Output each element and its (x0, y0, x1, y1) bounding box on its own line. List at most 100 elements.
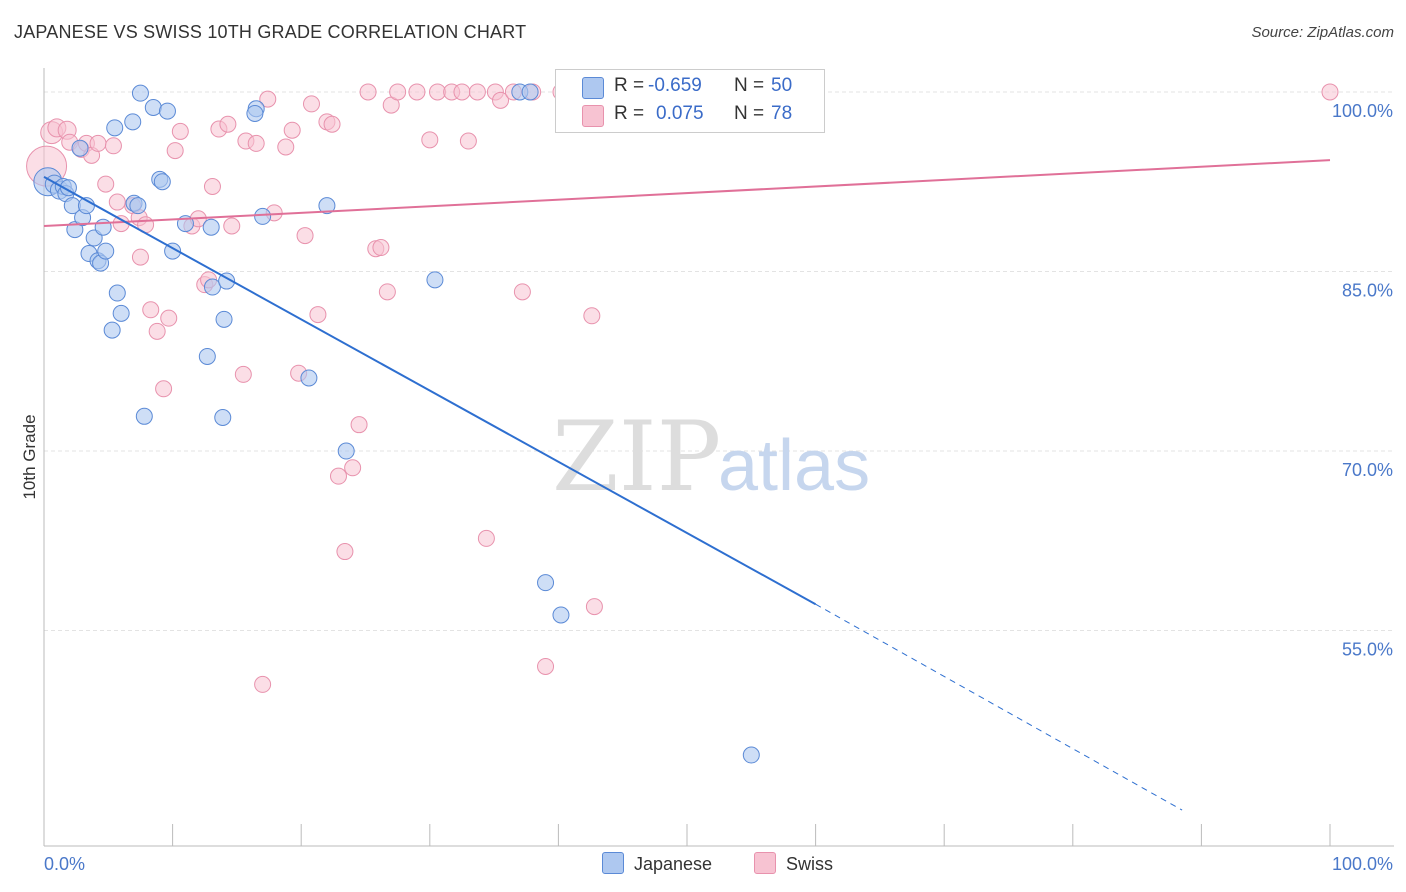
japanese-legend-label: Japanese (634, 854, 713, 874)
swiss-point (429, 83, 447, 101)
legend-r-value-japanese: -0.659 (648, 75, 702, 96)
watermark: ZIP atlas (552, 401, 870, 513)
swiss-point (160, 309, 178, 327)
japanese-point (124, 113, 142, 131)
japanese-point (742, 746, 760, 764)
swiss-point (166, 142, 184, 160)
swiss-point (148, 322, 166, 340)
japanese-point (108, 284, 126, 302)
swiss-point (104, 137, 122, 155)
legend-row-japanese: R = -0.659 N = 50 (556, 73, 824, 101)
swiss-legend-swatch (754, 852, 776, 874)
swiss-point (389, 83, 407, 101)
swiss-point (329, 467, 347, 485)
japanese-point (521, 83, 539, 101)
japanese-point (202, 218, 220, 236)
japanese-point (215, 310, 233, 328)
japanese-point (129, 197, 147, 215)
bottom-legend-swiss: Swiss (754, 852, 833, 875)
axis-layer (43, 68, 1394, 847)
legend-n-label: N = (734, 103, 765, 124)
watermark-zip: ZIP (552, 401, 721, 513)
swiss-point (277, 138, 295, 156)
japanese-point (218, 272, 236, 290)
swiss-point (459, 132, 477, 150)
swiss-point (583, 307, 601, 325)
swiss-point (359, 83, 377, 101)
swiss-series (26, 83, 1339, 693)
japanese-point (135, 407, 153, 425)
swiss-point (453, 83, 471, 101)
japanese-series (33, 83, 760, 764)
x-tick-label-min: 0.0% (44, 854, 85, 874)
japanese-point (426, 271, 444, 289)
legend-n-label: N = (734, 75, 765, 96)
swiss-point (259, 90, 277, 108)
swiss-point (283, 121, 301, 139)
legend-n-value-japanese: 50 (771, 75, 793, 96)
japanese-point (552, 606, 570, 624)
japanese-point (214, 409, 232, 427)
y-tick-label: 100.0% (1332, 101, 1393, 121)
x-tick-label-max: 100.0% (1332, 854, 1393, 874)
legend-r-label: R = (614, 103, 645, 124)
swiss-point (89, 134, 107, 152)
japanese-point (71, 139, 89, 157)
swiss-legend-label: Swiss (786, 854, 834, 874)
japanese-point (337, 442, 355, 460)
swiss-point (513, 283, 531, 301)
swiss-point (203, 177, 221, 195)
tick-labels: 100.0% 85.0% 70.0% 55.0% 0.0% 100.0% (44, 101, 1393, 874)
japanese-point (254, 207, 272, 225)
swiss-point (131, 248, 149, 266)
swiss-point (344, 459, 362, 477)
japanese-point (203, 278, 221, 296)
swiss-point (492, 91, 510, 109)
swiss-point (219, 115, 237, 133)
y-axis-label: 10th Grade (20, 414, 39, 499)
legend-r-value-swiss: 0.075 (656, 103, 704, 124)
swiss-point (155, 380, 173, 398)
japanese-point (300, 369, 318, 387)
watermark-atlas: atlas (718, 426, 870, 506)
y-tick-label: 85.0% (1342, 280, 1393, 300)
legend-r-label: R = (614, 75, 645, 96)
swiss-point (477, 529, 495, 547)
trend-lines (43, 159, 1331, 811)
swiss-point (1321, 83, 1339, 101)
japanese-point (318, 197, 336, 215)
japanese-point (144, 98, 162, 116)
swiss-point (421, 131, 439, 149)
swiss-swatch (582, 105, 604, 127)
swiss-point (247, 134, 265, 152)
swiss-point (336, 543, 354, 561)
swiss-point (350, 416, 368, 434)
swiss-point (171, 122, 189, 140)
source-label: Source: ZipAtlas.com (1251, 24, 1394, 41)
legend-row-swiss: R = 0.075 N = 78 (556, 101, 824, 129)
swiss-point (408, 83, 426, 101)
japanese-swatch (582, 77, 604, 99)
swiss-point (108, 193, 126, 211)
swiss-point (537, 657, 555, 675)
japanese-point (537, 574, 555, 592)
japanese-point (94, 218, 112, 236)
swiss-point (142, 301, 160, 319)
swiss-point (309, 306, 327, 324)
swiss-point (323, 115, 341, 133)
japanese-point (103, 321, 121, 339)
y-tick-label: 70.0% (1342, 460, 1393, 480)
swiss-point (585, 598, 603, 616)
swiss-point (468, 83, 486, 101)
japanese-point (131, 84, 149, 102)
swiss-point (296, 227, 314, 245)
legend-n-value-swiss: 78 (771, 103, 793, 124)
japanese-trend-extension (815, 603, 1183, 811)
y-tick-label: 55.0% (1342, 640, 1393, 660)
swiss-point (302, 95, 320, 113)
swiss-point (223, 217, 241, 235)
stats-legend: R = -0.659 N = 50 R = 0.075 N = 78 (555, 69, 825, 133)
japanese-trend-line (43, 176, 817, 606)
swiss-point (234, 365, 252, 383)
